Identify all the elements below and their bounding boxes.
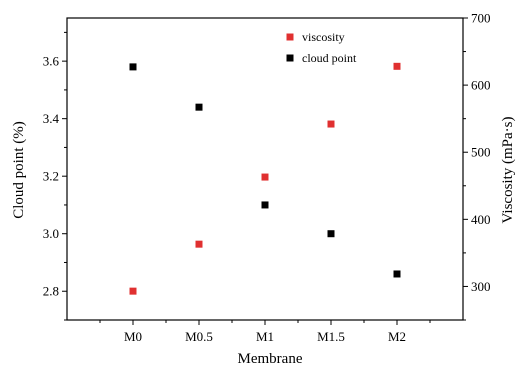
x-axis-title: Membrane	[238, 351, 303, 367]
legend-swatch-viscosity	[286, 33, 294, 41]
x-tick-label: M0	[124, 329, 142, 344]
plot-frame	[66, 17, 464, 321]
y-right-tick-label: 300	[471, 279, 491, 294]
legend-swatch-cloud-point	[286, 54, 294, 62]
cloud-point-point	[327, 230, 335, 238]
x-tick-label: M2	[388, 329, 406, 344]
cloud-point-point	[261, 201, 269, 209]
x-tick-label: M1.5	[317, 329, 345, 344]
y-right-tick-label: 400	[471, 212, 491, 227]
cloud-point-point	[393, 270, 401, 278]
y-left-tick-label: 3.6	[43, 54, 60, 69]
legend-label-viscosity: viscosity	[302, 30, 345, 44]
legend-label-cloud-point: cloud point	[302, 51, 357, 65]
cloud-point-point	[195, 103, 203, 111]
viscosity-point	[129, 287, 137, 295]
y-left-tick-label: 3.0	[43, 226, 59, 241]
y-right-tick-label: 600	[471, 78, 491, 93]
x-tick-label: M1	[256, 329, 274, 344]
viscosity-point	[261, 173, 269, 181]
y-right-tick-label: 500	[471, 145, 491, 160]
y-axis-right-title: Viscosity (mPa·s)	[500, 116, 516, 223]
y-left-tick-label: 3.4	[43, 111, 60, 126]
y-left-tick-label: 2.8	[43, 284, 59, 299]
y-left-tick-label: 3.2	[43, 169, 59, 184]
y-right-tick-label: 700	[471, 11, 491, 26]
cloud-point-point	[129, 63, 137, 71]
viscosity-point	[327, 120, 335, 128]
y-axis-left-title: Cloud point (%)	[11, 121, 27, 219]
x-tick-label: M0.5	[185, 329, 213, 344]
viscosity-point	[393, 62, 401, 70]
viscosity-point	[195, 240, 203, 248]
